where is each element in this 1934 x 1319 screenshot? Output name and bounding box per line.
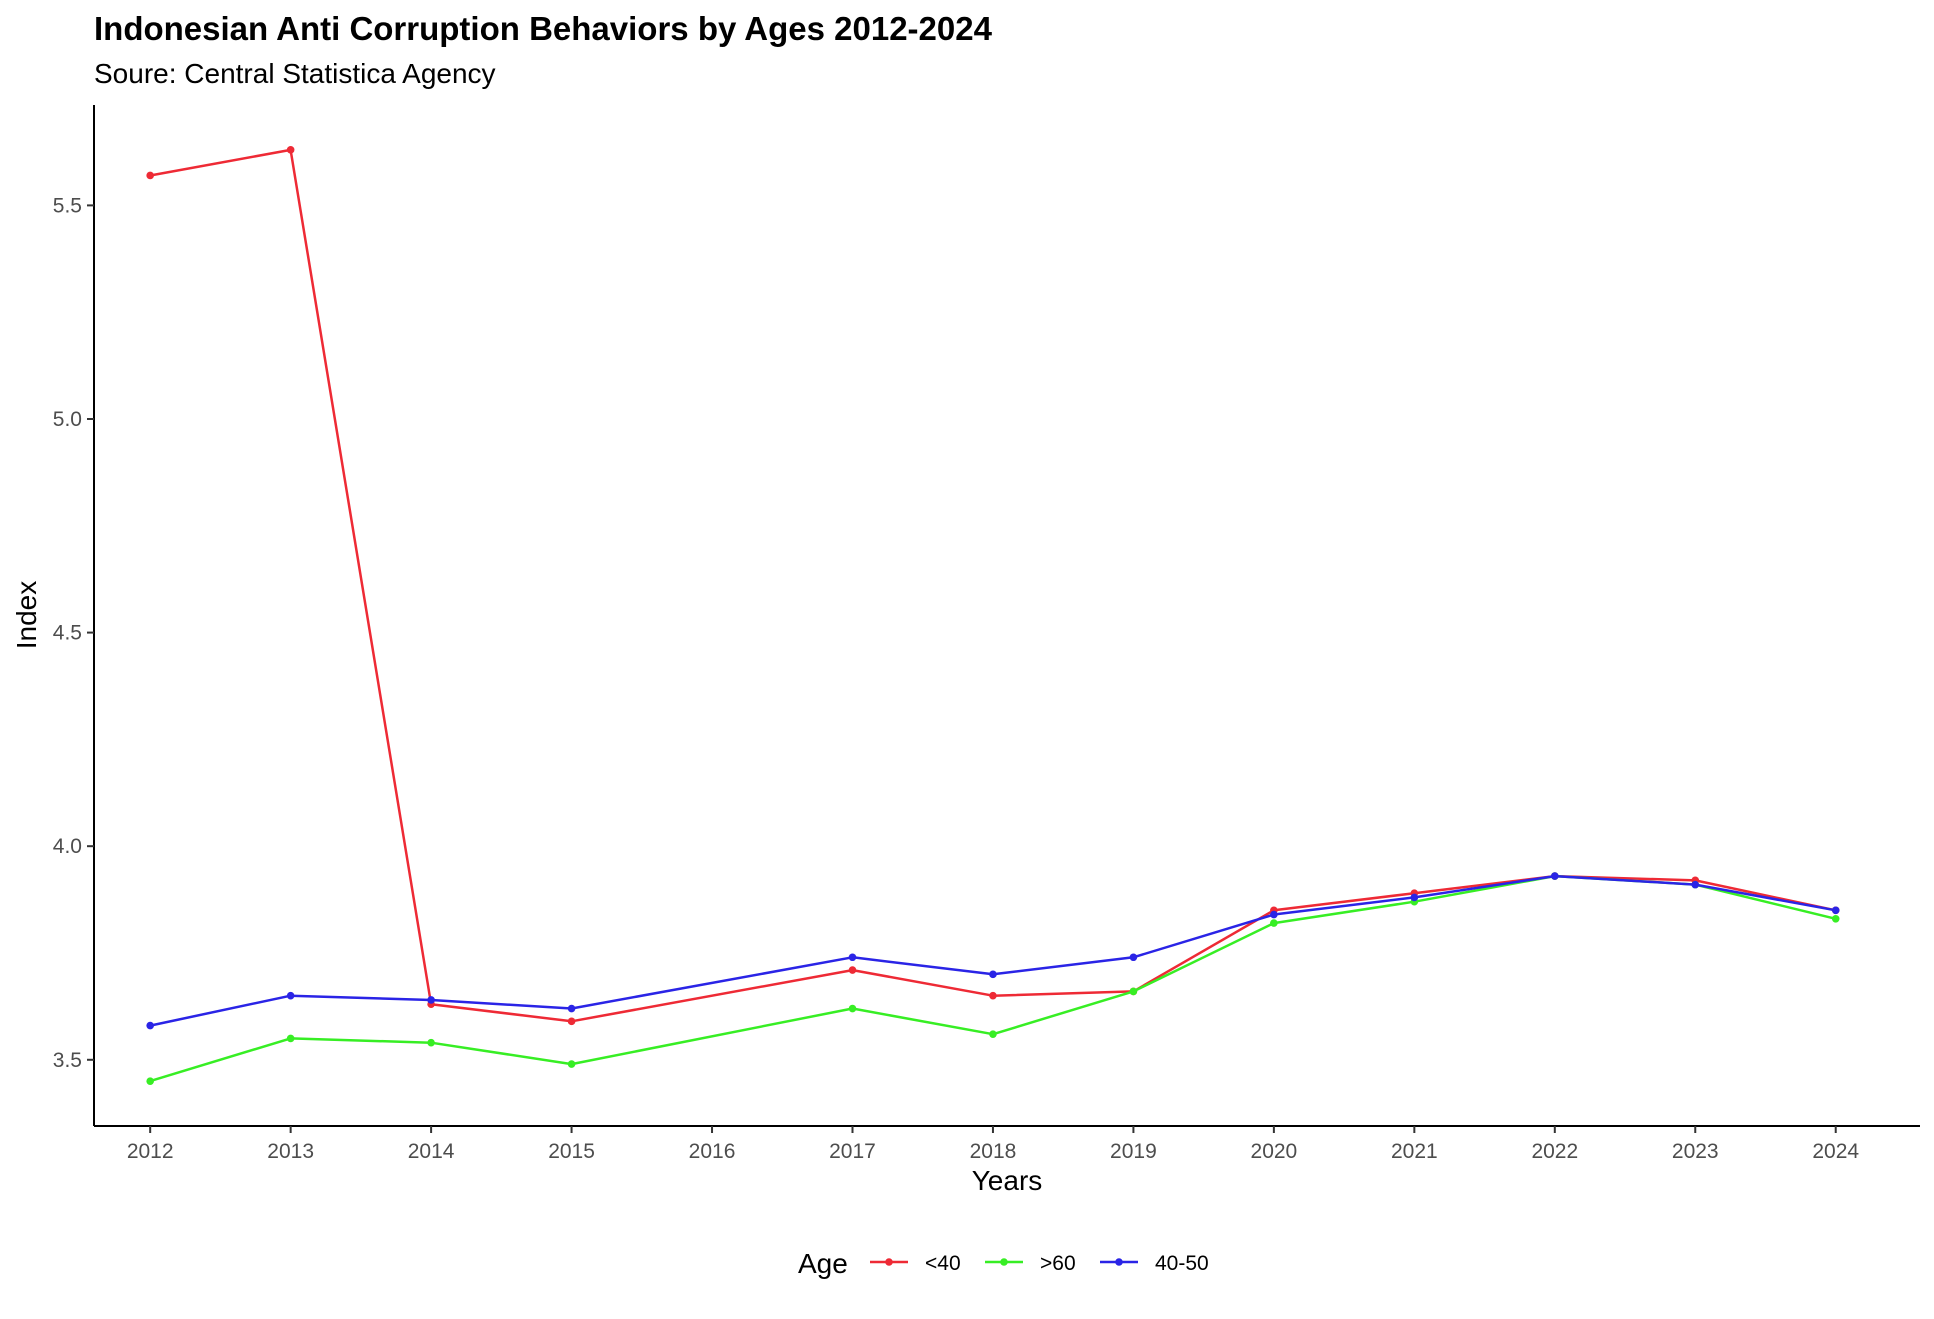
x-tick-label: 2019 — [1110, 1140, 1157, 1163]
y-tick-label: 3.5 — [53, 1049, 82, 1072]
y-tick-label: 4.5 — [53, 622, 82, 645]
data-point-40-50 — [848, 953, 857, 962]
x-tick-label: 2013 — [267, 1140, 314, 1163]
x-ticks: 2012 2013 2014 2015 2016 2017 2018 2019 2020 2021… — [127, 1126, 1859, 1163]
series-line-gt60 — [149, 874, 1836, 1083]
data-point-40-50 — [1270, 910, 1278, 919]
data-point-gt60 — [286, 1034, 295, 1043]
data-point-gt60 — [1831, 915, 1840, 923]
x-tick-label: 2016 — [689, 1140, 736, 1163]
data-point-gt60 — [1129, 987, 1138, 996]
data-point-40-50 — [1551, 872, 1559, 880]
data-point-40-50 — [1831, 906, 1840, 915]
data-point-40-50 — [427, 996, 435, 1004]
x-tick-label: 2024 — [1812, 1140, 1859, 1163]
data-point-40-50 — [286, 991, 295, 1000]
data-point-lt40 — [567, 1017, 576, 1026]
y-tick-label: 5.5 — [53, 194, 82, 217]
data-point-gt60 — [567, 1060, 576, 1068]
legend: Age <40 >60 40-50 — [798, 1248, 1209, 1279]
x-tick-label: 2021 — [1391, 1140, 1438, 1163]
data-point-gt60 — [989, 1030, 997, 1038]
x-tick-label: 2018 — [970, 1140, 1017, 1163]
series-line-lt40 — [149, 148, 1836, 1023]
x-tick-label: 2017 — [829, 1140, 876, 1163]
data-point-gt60 — [146, 1077, 154, 1085]
data-point-40-50 — [1129, 953, 1138, 962]
series-line-40-50 — [149, 874, 1836, 1027]
legend-title: Age — [798, 1248, 848, 1279]
x-tick-label: 2022 — [1531, 1140, 1578, 1163]
y-axis-title: Index — [11, 581, 42, 650]
legend-key-point-gt60 — [1000, 1258, 1008, 1266]
data-point-40-50 — [989, 970, 997, 979]
legend-label-lt40: <40 — [925, 1252, 961, 1275]
x-tick-label: 2014 — [408, 1140, 455, 1163]
legend-key-point-lt40 — [885, 1258, 893, 1266]
legend-label-40-50: 40-50 — [1155, 1252, 1209, 1275]
x-tick-label: 2023 — [1672, 1140, 1719, 1163]
data-point-lt40 — [848, 966, 857, 974]
x-axis-title: Years — [972, 1165, 1043, 1196]
y-ticks: 3.5 4.0 4.5 5.0 5.5 — [53, 194, 94, 1072]
x-tick-label: 2015 — [548, 1140, 595, 1163]
data-point-lt40 — [146, 171, 154, 180]
data-point-40-50 — [1410, 893, 1419, 902]
y-tick-label: 4.0 — [53, 835, 82, 858]
data-point-gt60 — [1270, 919, 1278, 927]
data-point-gt60 — [848, 1004, 857, 1013]
series-layer — [146, 146, 1840, 1085]
x-tick-label: 2020 — [1251, 1140, 1298, 1163]
data-point-40-50 — [1691, 880, 1700, 889]
data-point-40-50 — [567, 1004, 576, 1013]
chart-title: Indonesian Anti Corruption Behaviors by … — [94, 10, 993, 47]
chart-subtitle: Soure: Central Statistica Agency — [94, 58, 496, 89]
data-point-gt60 — [427, 1038, 435, 1047]
data-point-lt40 — [286, 146, 295, 154]
x-tick-label: 2012 — [127, 1140, 174, 1163]
data-point-40-50 — [146, 1021, 154, 1030]
legend-label-gt60: >60 — [1040, 1252, 1076, 1275]
legend-items: <40 >60 40-50 — [870, 1252, 1209, 1275]
data-point-lt40 — [989, 991, 997, 1000]
axes — [93, 105, 1920, 1127]
legend-key-point-40-50 — [1115, 1258, 1123, 1266]
y-tick-label: 5.0 — [53, 408, 82, 431]
